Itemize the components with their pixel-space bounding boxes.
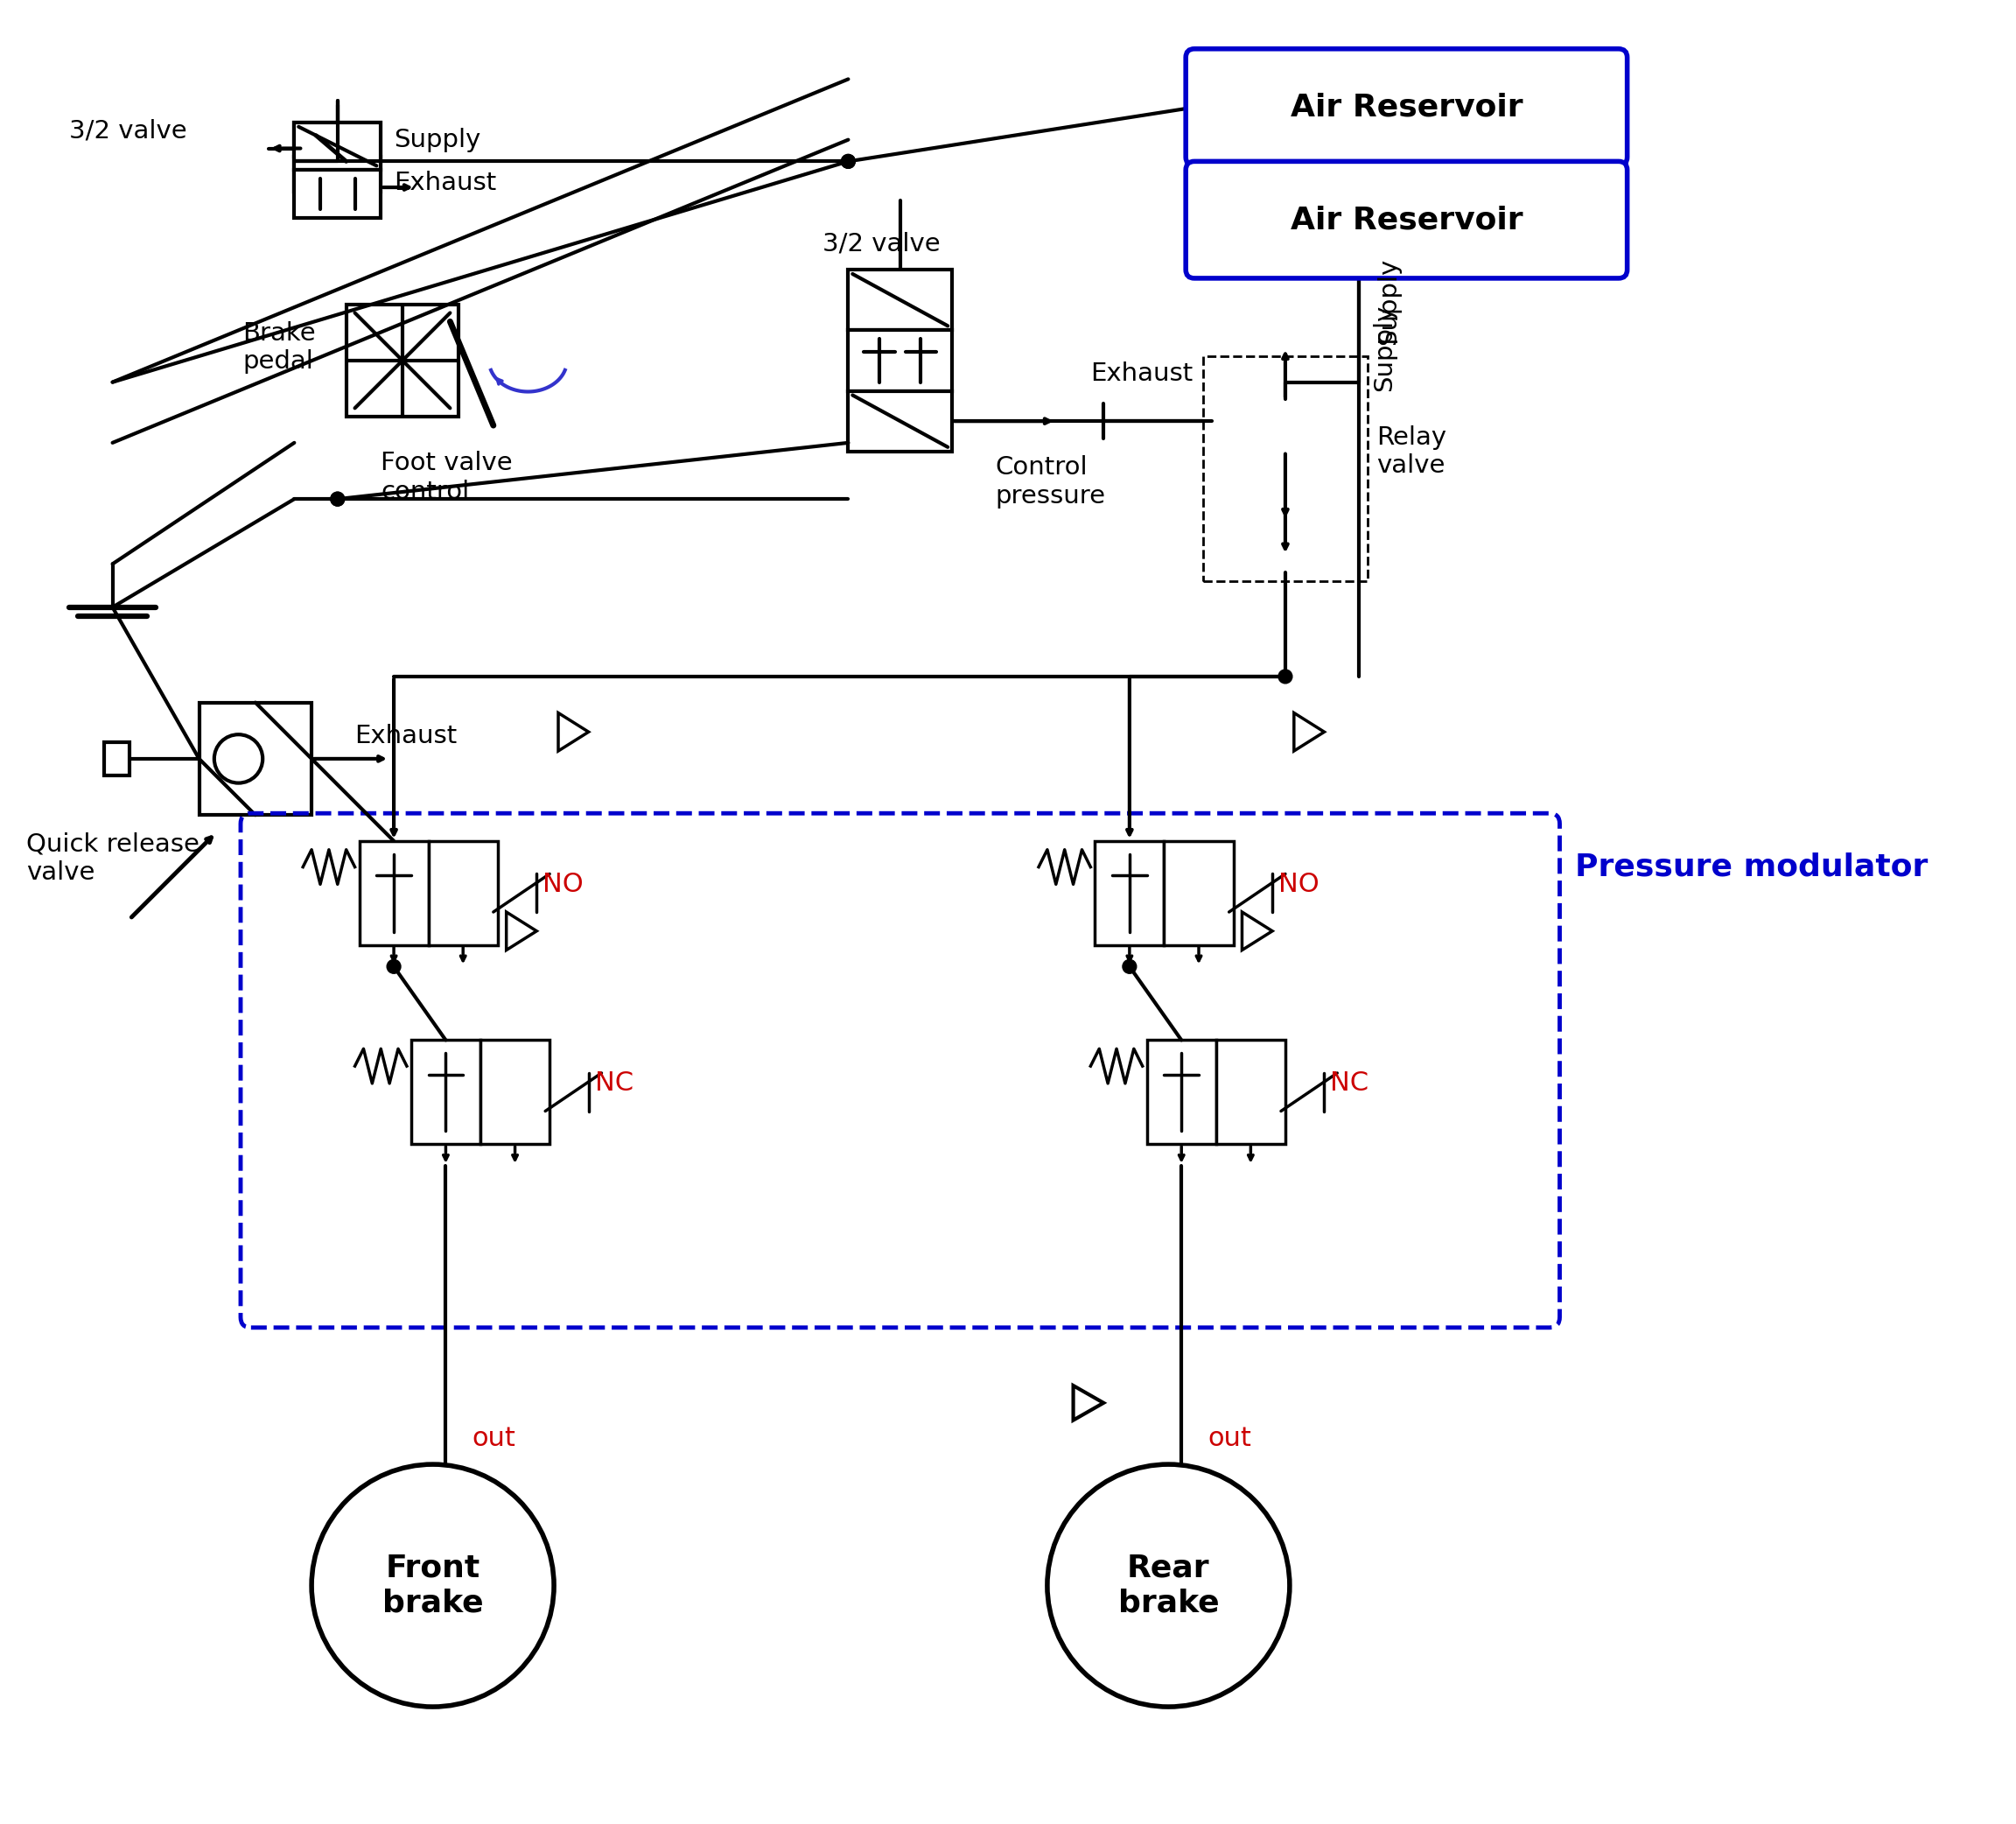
Circle shape [331, 492, 345, 505]
Text: Rear
brake: Rear brake [1119, 1554, 1220, 1618]
Circle shape [1123, 959, 1137, 974]
Bar [105, 742, 129, 775]
Bar [347, 305, 460, 416]
Bar [1216, 1040, 1286, 1144]
Bar [1163, 841, 1234, 945]
Bar [1147, 1040, 1216, 1144]
Bar [849, 330, 952, 390]
Text: Front
brake: Front brake [383, 1554, 484, 1618]
Bar [849, 270, 952, 330]
FancyBboxPatch shape [1185, 49, 1627, 166]
Text: Air Reservoir: Air Reservoir [1290, 93, 1522, 122]
Text: NO: NO [1278, 872, 1318, 897]
Circle shape [331, 492, 345, 505]
FancyBboxPatch shape [1185, 161, 1627, 279]
Bar [1193, 58, 1619, 157]
Text: NC: NC [595, 1071, 633, 1096]
Bar [294, 157, 381, 192]
Bar [411, 1040, 480, 1144]
Text: Pressure modulator: Pressure modulator [1574, 852, 1927, 881]
Text: Supply: Supply [1377, 257, 1401, 345]
Bar [429, 841, 498, 945]
Bar [480, 1040, 550, 1144]
Text: Exhaust: Exhaust [355, 724, 458, 748]
Text: out: out [472, 1426, 516, 1452]
Bar [294, 122, 381, 170]
Text: 3/2 valve: 3/2 valve [69, 119, 187, 144]
Text: Quick release
valve: Quick release valve [26, 832, 200, 885]
Bar [359, 841, 429, 945]
Bar [1204, 356, 1367, 582]
Bar [294, 122, 381, 157]
Text: Air Reservoir: Air Reservoir [1290, 204, 1522, 235]
Text: Supply: Supply [393, 128, 480, 151]
Circle shape [387, 959, 401, 974]
Text: out: out [1208, 1426, 1252, 1452]
Text: Exhaust: Exhaust [393, 171, 496, 195]
Text: Exhaust: Exhaust [1091, 361, 1193, 385]
Text: Brake
pedal: Brake pedal [242, 321, 317, 374]
Bar [1212, 399, 1359, 573]
Text: Supply: Supply [1371, 305, 1397, 390]
Text: 3/2 valve: 3/2 valve [823, 232, 939, 255]
Circle shape [1278, 669, 1292, 684]
Text: NC: NC [1331, 1071, 1369, 1096]
Bar [200, 702, 312, 815]
Text: Control
pressure: Control pressure [996, 456, 1105, 509]
Bar [1095, 841, 1163, 945]
Circle shape [841, 155, 855, 168]
Text: NO: NO [542, 872, 583, 897]
Text: Relay
valve: Relay valve [1377, 425, 1445, 478]
Bar [849, 390, 952, 451]
Bar [294, 170, 381, 217]
Text: Foot valve
control: Foot valve control [381, 451, 512, 503]
Circle shape [841, 155, 855, 168]
